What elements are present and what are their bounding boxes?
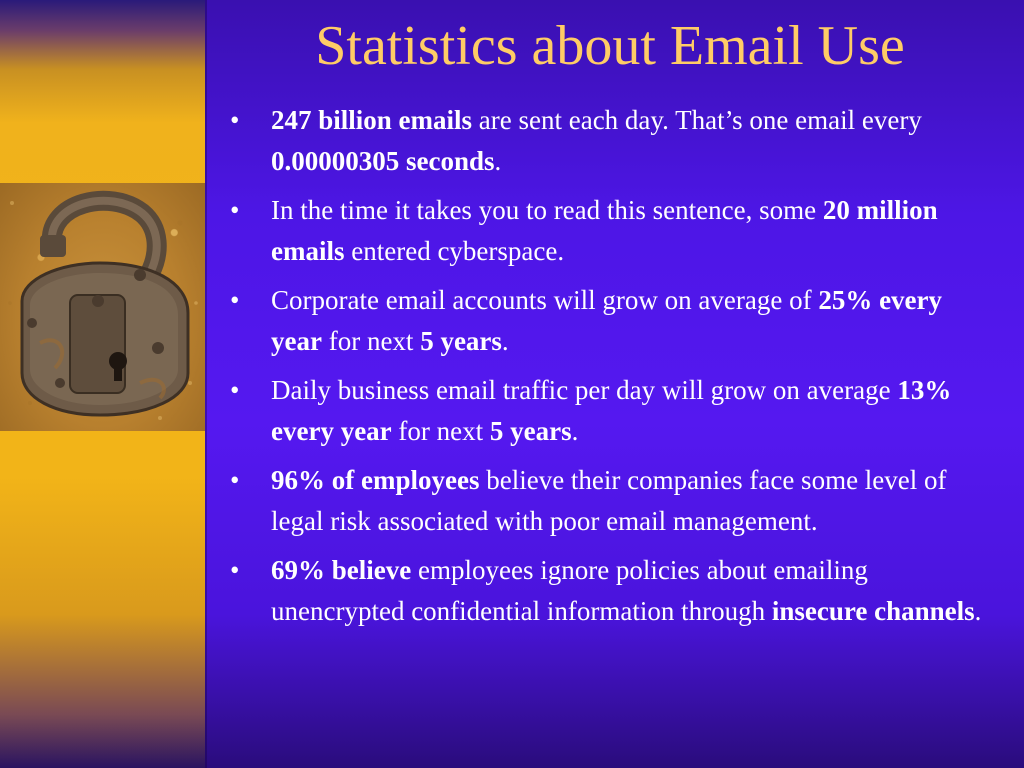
bullet-4-bold-2: 5 years bbox=[489, 416, 572, 446]
bullet-4-text-3: . bbox=[571, 416, 579, 446]
list-item: • 69% believe employees ignore policies a… bbox=[228, 550, 988, 632]
slide-title: Statistics about Email Use bbox=[315, 15, 905, 77]
list-item: • Corporate email accounts will grow on a… bbox=[228, 280, 988, 362]
bullet-4-text-1: Daily business email traffic per day wil… bbox=[271, 375, 898, 405]
bullet-dot-icon: • bbox=[230, 375, 240, 405]
bullet-5-bold-1: 96% of employees bbox=[271, 465, 480, 495]
list-item: • Daily business email traffic per day wi… bbox=[228, 370, 988, 452]
bullet-6-bold-2: insecure channels bbox=[771, 596, 975, 626]
bullet-1-text-2: . bbox=[494, 146, 502, 176]
bullet-1-text-1: are sent each day. That’s one email ever… bbox=[472, 105, 922, 135]
bullet-2-text-1: In the time it takes you to read this se… bbox=[271, 195, 823, 225]
bullet-dot-icon: • bbox=[230, 285, 240, 315]
bullet-dot-icon: • bbox=[230, 195, 240, 225]
bullet-1-bold-2: 0.00000305 seconds bbox=[271, 146, 495, 176]
bullet-5-text-1: believe their companies face some level … bbox=[271, 465, 947, 536]
bullet-6-text-2: . bbox=[974, 596, 982, 626]
bullet-4-text-2: for next bbox=[391, 416, 490, 446]
list-item: • In the time it takes you to read this s… bbox=[228, 190, 988, 272]
bullet-3-bold-2: 5 years bbox=[420, 326, 502, 356]
bullet-3-text-3: . bbox=[501, 326, 509, 356]
bullet-4-bold-1: 13% every year bbox=[271, 375, 952, 446]
bullet-dot-icon: • bbox=[230, 465, 240, 495]
bullet-3-text-2: for next bbox=[321, 326, 421, 356]
bullet-2-text-2: entered cyberspace. bbox=[344, 236, 565, 266]
bullet-2-bold-1: 20 million emails bbox=[271, 195, 938, 266]
bullet-6-bold-1: 69% believe bbox=[271, 555, 412, 585]
list-item: • 96% of employees believe their companie… bbox=[228, 460, 988, 542]
statistics-list: • 247 billion emails are sent each day. T… bbox=[228, 100, 988, 640]
bullet-3-bold-1: 25% every year bbox=[271, 285, 943, 356]
bullet-dot-icon: • bbox=[230, 555, 240, 585]
band-divider bbox=[205, 0, 207, 768]
bullet-3-text-1: Corporate email accounts will grow on av… bbox=[271, 285, 819, 315]
bullet-1-bold-1: 247 billion emails bbox=[271, 105, 473, 135]
open-padlock-icon bbox=[0, 183, 205, 431]
list-item: • 247 billion emails are sent each day. T… bbox=[228, 100, 988, 182]
bullet-dot-icon: • bbox=[230, 105, 240, 135]
bullet-6-text-1: employees ignore policies about emailing… bbox=[271, 555, 868, 626]
